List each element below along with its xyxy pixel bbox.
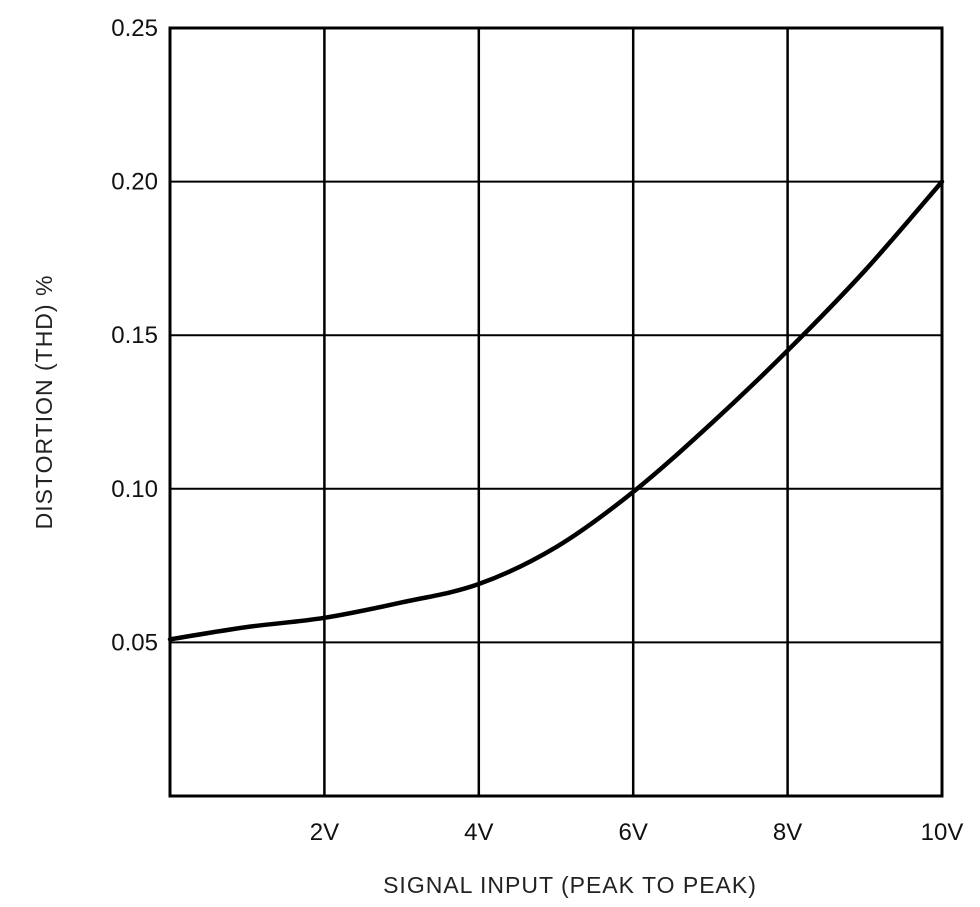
- y-tick-label: 0.05: [111, 629, 158, 656]
- x-tick-label: 2V: [310, 819, 339, 846]
- x-tick-label: 6V: [619, 819, 648, 846]
- y-tick-labels: 0.05 0.10 0.15 0.20 0.25: [111, 15, 158, 656]
- x-tick-label: 8V: [773, 819, 802, 846]
- x-tick-labels: 2V 4V 6V 8V 10V: [310, 819, 964, 846]
- series-layer: [167, 179, 945, 642]
- distortion-curve: [167, 179, 945, 642]
- x-axis-label: SIGNAL INPUT (PEAK TO PEAK): [383, 872, 757, 898]
- y-axis-label: DISTORTION (THD) %: [31, 275, 57, 530]
- y-tick-label: 0.10: [111, 476, 158, 503]
- grid-lines: [170, 28, 942, 796]
- x-tick-label: 10V: [921, 819, 964, 846]
- y-tick-label: 0.15: [111, 322, 158, 349]
- y-tick-label: 0.20: [111, 169, 158, 196]
- plot-area-frame: [168, 26, 944, 798]
- y-tick-label: 0.25: [111, 15, 158, 42]
- x-tick-label: 4V: [464, 819, 493, 846]
